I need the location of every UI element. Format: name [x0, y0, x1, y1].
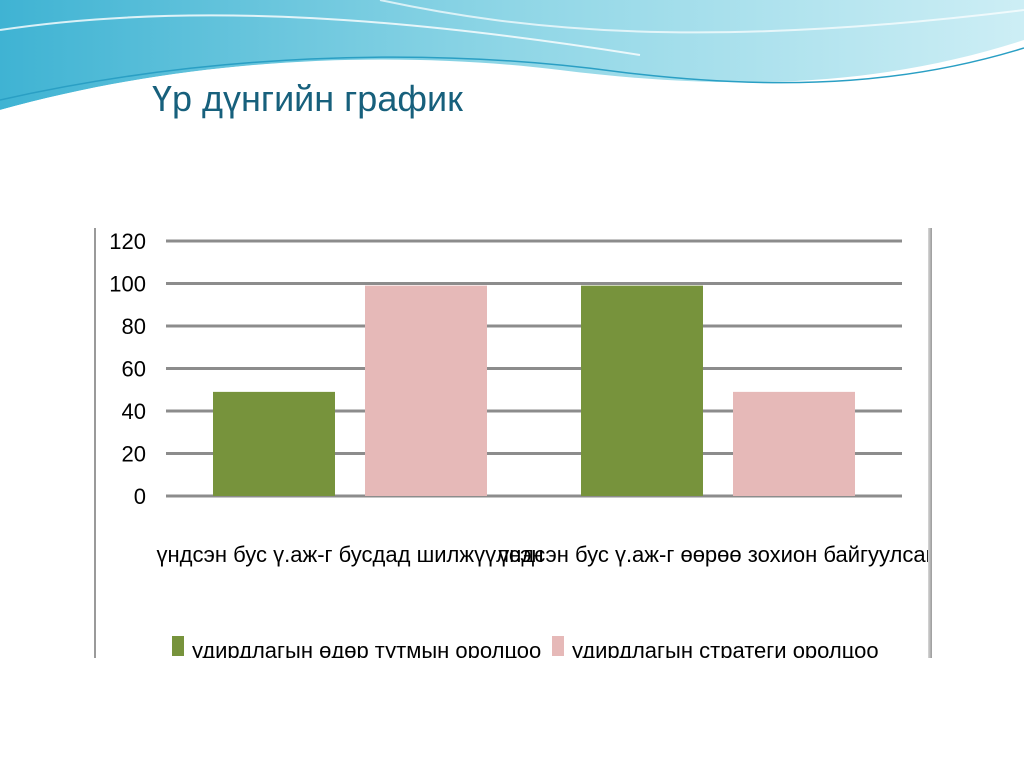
bar-2-1 [365, 285, 487, 496]
header-wave-decoration [0, 0, 1024, 122]
legend-label: удирдлагын өдөр тутмын оролцоо [192, 638, 541, 658]
y-tick-label: 120 [109, 229, 146, 254]
x-category-label: үндсэн бус ү.аж-г бусдад шилжүүлсэн [156, 542, 543, 567]
y-tick-label: 0 [134, 484, 146, 509]
legend-swatch [552, 636, 564, 656]
chart-frame: 0 20 40 60 80 100 120 үндсэн бус ү.аж-г бусдад … [94, 228, 932, 658]
y-tick-label: 60 [122, 357, 146, 382]
y-tick-label: 80 [122, 314, 146, 339]
legend-swatch [172, 636, 184, 656]
bar-chart: 0 20 40 60 80 100 120 үндсэн бус ү.аж-г бусдад … [109, 229, 932, 658]
slide-title: Үр дүнгийн график [152, 78, 463, 119]
legend-label: удирдлагын стратеги оролцоо [572, 638, 879, 658]
y-tick-label: 20 [122, 442, 146, 467]
bar-1-2 [581, 285, 703, 496]
bar-1-1 [213, 391, 335, 496]
y-tick-label: 100 [109, 272, 146, 297]
bar-2-2 [733, 391, 855, 496]
x-category-label: үндсэн бус ү.аж-г өөрөө зохион байгуулса… [498, 542, 932, 567]
y-tick-label: 40 [122, 399, 146, 424]
